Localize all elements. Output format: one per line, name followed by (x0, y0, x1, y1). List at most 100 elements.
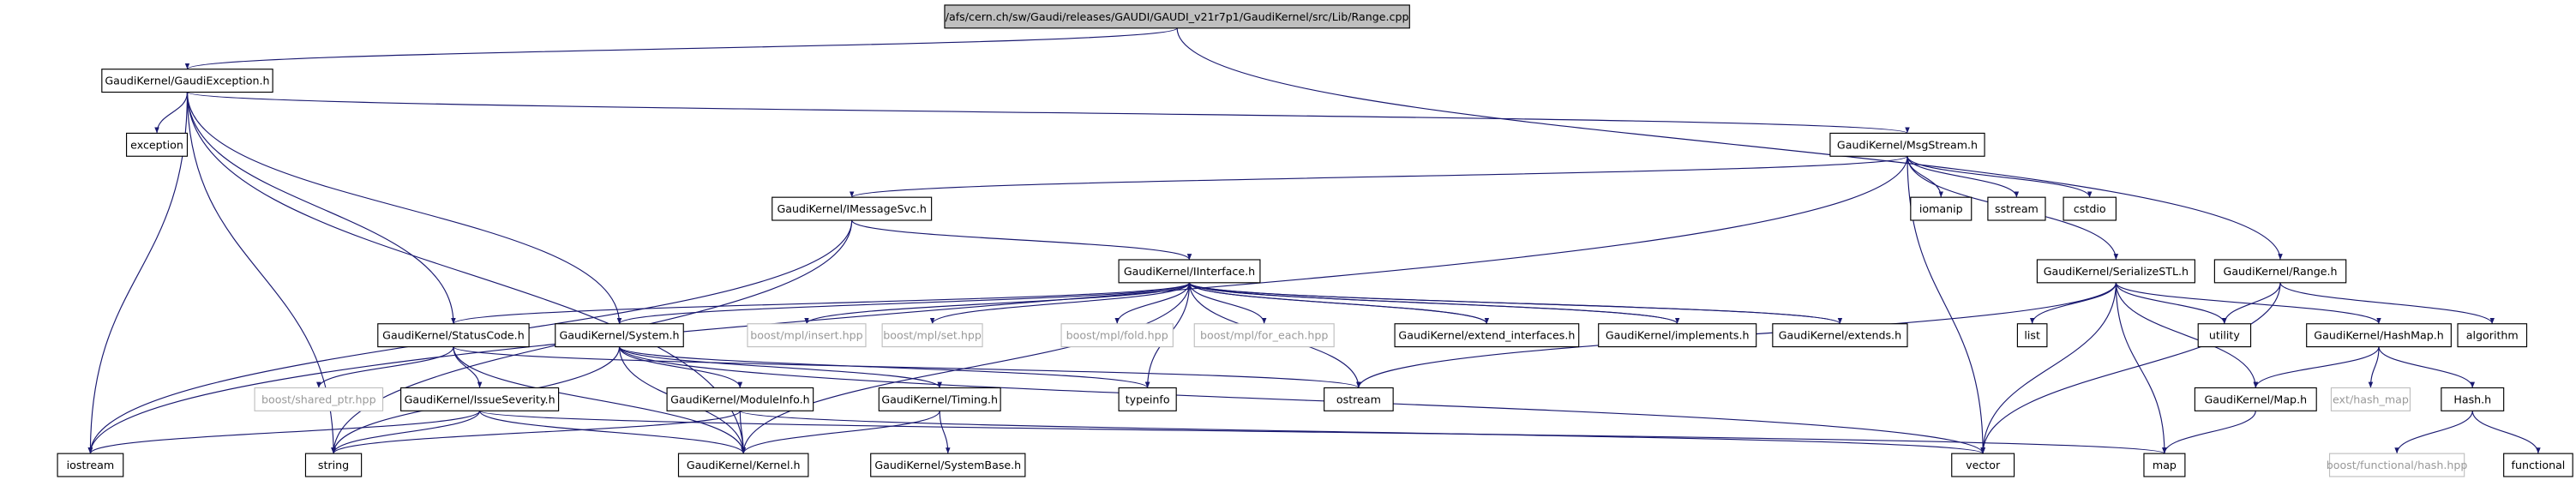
node-label: map (2153, 459, 2177, 471)
node (2306, 323, 2452, 348)
node-label: ext/hash_map (2333, 393, 2409, 405)
edge (2378, 346, 2475, 388)
node-label: GaudiKernel/extends.h (1779, 329, 1901, 342)
node-label: string (318, 459, 349, 471)
node-label: GaudiKernel/SystemBase.h (874, 459, 1021, 471)
edge (87, 92, 189, 454)
node-label: GaudiKernel/implements.h (1606, 329, 1750, 342)
node-label: iostream (67, 459, 114, 471)
edge (1188, 282, 1267, 324)
node-label: GaudiKernel/MsgStream.h (1837, 138, 1978, 151)
node (555, 323, 684, 348)
node (878, 387, 1001, 411)
edge (186, 92, 746, 454)
node (747, 323, 867, 348)
node (1987, 196, 2046, 221)
node-label: exception (130, 138, 183, 151)
node (2441, 387, 2505, 411)
edge (1176, 27, 2283, 261)
node (2197, 323, 2252, 348)
edge (1114, 282, 1191, 324)
node-label: GaudiKernel/ModuleInfo.h (670, 393, 810, 405)
node (1324, 387, 1394, 411)
edge (2162, 411, 2256, 454)
node (1118, 259, 1261, 284)
node (2194, 387, 2317, 411)
edge (1186, 282, 1841, 325)
edge (2029, 282, 2117, 324)
edge (479, 410, 2167, 454)
node (1951, 453, 2015, 477)
node (1910, 196, 1973, 221)
node-label: boost/mpl/for_each.hpp (1200, 329, 1328, 342)
node-label: GaudiKernel/Kernel.h (687, 459, 801, 471)
edge (185, 27, 1178, 70)
node-label: GaudiKernel/SerializeSTL.h (2044, 265, 2189, 278)
node-label: GaudiKernel/GaudiException.h (105, 75, 269, 87)
node (2330, 387, 2411, 411)
edge (186, 92, 1910, 134)
node-label: boost/mpl/fold.hpp (1066, 329, 1168, 342)
edge (2115, 282, 2259, 388)
edge (331, 410, 741, 454)
edge (1980, 282, 2281, 454)
node (304, 453, 363, 477)
edge (1980, 282, 2117, 454)
edge (618, 346, 1150, 388)
edge (850, 155, 1908, 198)
node-label: GaudiKernel/Map.h (2204, 393, 2307, 405)
node (1598, 323, 1757, 348)
node-label: GaudiKernel/IssueSeverity.h (405, 393, 555, 405)
node (254, 387, 384, 411)
node (666, 387, 814, 411)
node-label: boost/shared_ptr.hpp (261, 393, 376, 405)
node-label: utility (2209, 329, 2240, 342)
edge (2222, 282, 2281, 324)
edge (453, 346, 1361, 388)
node-label: GaudiKernel/IMessageSvc.h (777, 202, 926, 215)
edge (451, 282, 1191, 325)
node-label: GaudiKernel/extend_interfaces.h (1398, 329, 1575, 342)
edge (316, 346, 454, 388)
node-label: sstream (1995, 202, 2039, 215)
node (870, 453, 1026, 477)
edge (87, 410, 481, 454)
node-label: list (2024, 329, 2040, 342)
node-label: functional (2512, 459, 2566, 471)
node (677, 453, 809, 477)
edge (618, 346, 942, 388)
edge (1186, 282, 1678, 325)
node-label: ostream (1336, 393, 1381, 405)
node (1118, 387, 1177, 411)
edge (2368, 346, 2380, 388)
edge (616, 282, 1191, 325)
node-label: GaudiKernel/IInterface.h (1124, 265, 1255, 278)
node-label: iomanip (1919, 202, 1963, 215)
root-node (944, 4, 1410, 29)
node (2016, 323, 2048, 348)
node-label: typeinfo (1126, 393, 1170, 405)
edge (739, 410, 1985, 454)
node (772, 196, 933, 221)
edge (2115, 282, 2227, 324)
edge (2115, 282, 2381, 324)
node (2143, 453, 2186, 477)
edge (331, 411, 481, 454)
node-label: Hash.h (2453, 393, 2491, 405)
edge (1906, 156, 2093, 198)
node-label: boost/mpl/insert.hpp (750, 329, 862, 342)
node-label: vector (1966, 459, 2001, 471)
edge (804, 282, 1191, 325)
node (1829, 132, 1985, 157)
edge (929, 282, 1191, 324)
node (1394, 323, 1580, 348)
edge (186, 92, 456, 324)
node-label: GaudiKernel/HashMap.h (2314, 329, 2443, 342)
node (101, 69, 273, 93)
edge (2253, 346, 2380, 388)
node (377, 323, 530, 348)
edge (1186, 282, 1487, 325)
edge (2279, 282, 2495, 324)
node (1772, 323, 1908, 348)
node-label: cstdio (2074, 202, 2106, 215)
